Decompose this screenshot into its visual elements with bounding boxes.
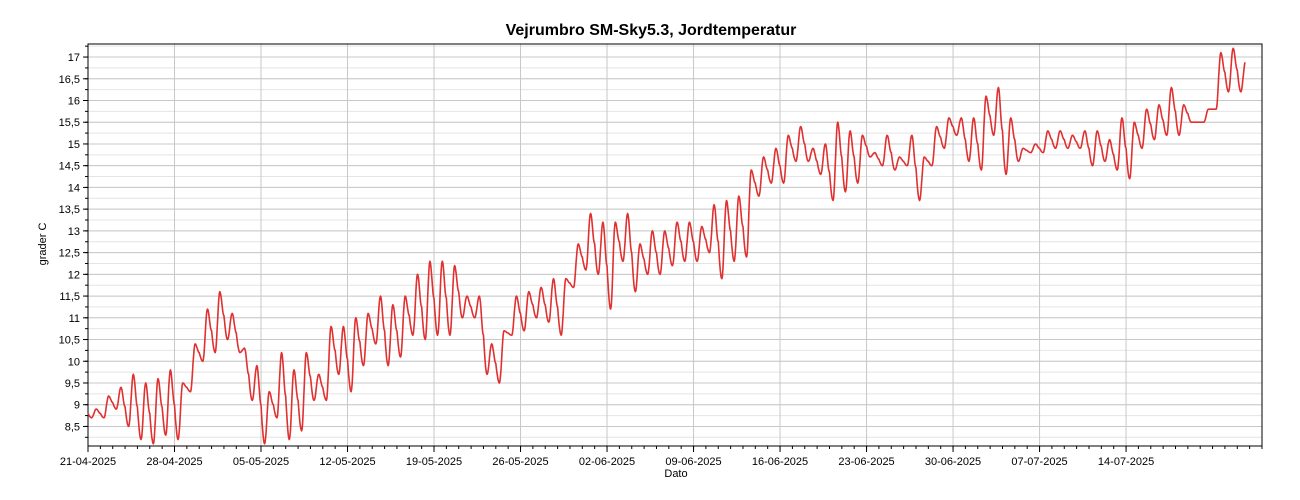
series-layer <box>87 47 1246 445</box>
x-tick-label: 19-05-2025 <box>406 456 462 468</box>
plot-area-border <box>87 43 1263 447</box>
x-axis-label: Dato <box>664 468 687 480</box>
x-tick-label: 02-06-2025 <box>579 456 635 468</box>
y-tick-label: 12 <box>68 269 80 281</box>
x-tick-label: 16-06-2025 <box>752 456 808 468</box>
y-tick-label: 13 <box>68 226 80 238</box>
y-tick-label: 14 <box>68 182 80 194</box>
x-tick-label: 28-04-2025 <box>146 456 202 468</box>
y-tick-label: 13,5 <box>59 204 80 216</box>
y-tick-label: 9 <box>74 400 80 412</box>
y-tick-label: 10 <box>68 356 80 368</box>
y-axis: 8,5 9 9,5 10 10,5 11 11,5 12 12,5 13 13,5 14 14,5 15 1… <box>59 45 88 438</box>
y-tick-label: 8,5 <box>65 421 80 433</box>
x-tick-label: 30-06-2025 <box>925 456 981 468</box>
y-tick-label: 16 <box>68 95 80 107</box>
chart-title: Vejrumbro SM-Sky5.3, Jordtemperatur <box>506 22 797 39</box>
x-axis: 21-04-2025 28-04-2025 05-05-2025 12-05-2025… <box>60 446 1263 468</box>
x-tick-label: 09-06-2025 <box>665 456 721 468</box>
x-tick-label: 07-07-2025 <box>1011 456 1067 468</box>
y-tick-label: 14,5 <box>59 161 80 173</box>
x-tick-label: 12-05-2025 <box>319 456 375 468</box>
x-tick-label: 21-04-2025 <box>60 456 116 468</box>
y-tick-label: 12,5 <box>59 248 80 260</box>
y-tick-label: 15,5 <box>59 117 80 129</box>
y-tick-label: 15 <box>68 139 80 151</box>
y-tick-label: 17 <box>68 52 80 64</box>
x-tick-label: 23-06-2025 <box>838 456 894 468</box>
y-tick-label: 16,5 <box>59 74 80 86</box>
y-tick-label: 10,5 <box>59 335 80 347</box>
y-axis-label: grader C <box>37 223 49 266</box>
y-tick-label: 11,5 <box>59 291 80 303</box>
y-tick-label: 9,5 <box>65 378 80 390</box>
y-tick-label: 11 <box>69 313 80 325</box>
x-tick-label: 14-07-2025 <box>1098 456 1154 468</box>
x-tick-label: 26-05-2025 <box>492 456 548 468</box>
series-line <box>87 47 1246 445</box>
x-tick-label: 05-05-2025 <box>233 456 289 468</box>
